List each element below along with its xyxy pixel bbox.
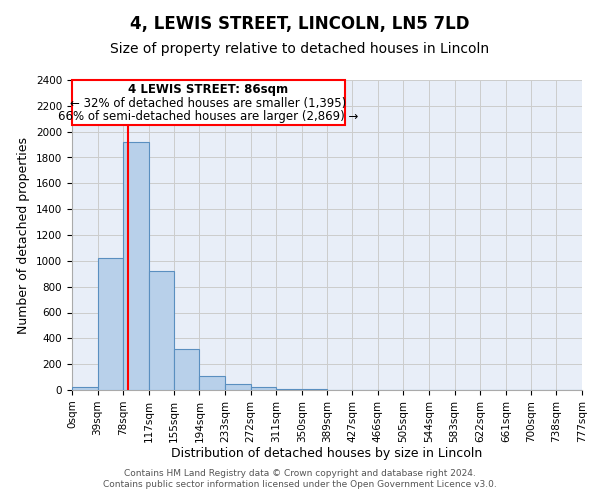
Text: Size of property relative to detached houses in Lincoln: Size of property relative to detached ho… — [110, 42, 490, 56]
Text: ← 32% of detached houses are smaller (1,395): ← 32% of detached houses are smaller (1,… — [70, 97, 347, 110]
Bar — [251, 387, 276, 390]
Text: 66% of semi-detached houses are larger (2,869) →: 66% of semi-detached houses are larger (… — [58, 110, 359, 124]
Text: 4 LEWIS STREET: 86sqm: 4 LEWIS STREET: 86sqm — [128, 84, 289, 96]
Bar — [199, 376, 225, 390]
Bar — [149, 271, 174, 390]
Y-axis label: Number of detached properties: Number of detached properties — [17, 136, 31, 334]
Bar — [123, 142, 149, 390]
Text: Contains HM Land Registry data © Crown copyright and database right 2024.: Contains HM Land Registry data © Crown c… — [124, 468, 476, 477]
FancyBboxPatch shape — [72, 80, 345, 125]
Text: 4, LEWIS STREET, LINCOLN, LN5 7LD: 4, LEWIS STREET, LINCOLN, LN5 7LD — [130, 15, 470, 33]
Bar — [98, 258, 123, 390]
X-axis label: Distribution of detached houses by size in Lincoln: Distribution of detached houses by size … — [172, 448, 482, 460]
Text: Contains public sector information licensed under the Open Government Licence v3: Contains public sector information licen… — [103, 480, 497, 489]
Bar — [72, 388, 98, 390]
Bar — [225, 384, 251, 390]
Bar — [276, 388, 302, 390]
Bar — [174, 348, 199, 390]
